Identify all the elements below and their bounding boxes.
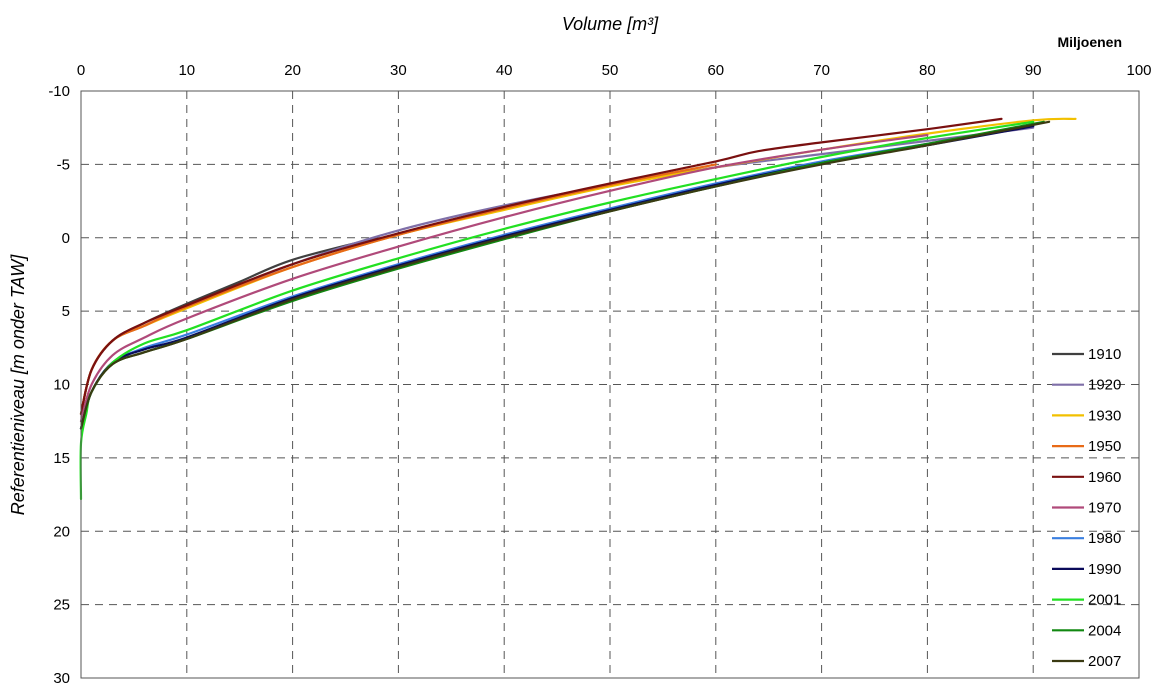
series-line-2004 [79, 120, 1045, 430]
y-tick-label: 15 [53, 450, 70, 467]
x-tick-label: 60 [707, 62, 724, 79]
legend-label: 1970 [1088, 500, 1121, 517]
series-line-1990 [79, 125, 1035, 430]
plot-frame [80, 90, 1140, 679]
legend-label: 1910 [1088, 346, 1121, 363]
series-line-1970 [79, 133, 929, 423]
x-tick-label: 30 [390, 62, 407, 79]
series-line-2007 [79, 120, 1051, 430]
x-tick-label: 80 [919, 62, 936, 79]
legend-label: 1990 [1088, 561, 1121, 578]
x-tick-label: 20 [284, 62, 301, 79]
grid [81, 91, 1139, 678]
legend: 1910 1920 1930 1950 1960 1970 1980 1990 2001 2004… [1052, 346, 1121, 670]
legend-label: 1930 [1088, 407, 1121, 424]
series-line-2001 [79, 120, 1035, 501]
y-tick-label: 25 [53, 597, 70, 614]
y-tick-label: -10 [48, 83, 70, 100]
x-tick-label: 10 [178, 62, 195, 79]
legend-label: 2004 [1088, 622, 1121, 639]
legend-label: 1920 [1088, 377, 1121, 394]
series-line-1930 [79, 117, 1077, 415]
legend-label: 2001 [1088, 592, 1121, 609]
y-tick-label: 5 [62, 303, 70, 320]
tick-labels: 0 10 20 30 40 50 60 70 80 90 100 -10 -5 0 5 10 15 20 25 30 [48, 62, 1151, 686]
series-line-1920 [79, 126, 1035, 415]
legend-label: 2007 [1088, 653, 1121, 670]
x-axis-unit-label: Miljoenen [1057, 34, 1122, 50]
series-line-1910 [79, 236, 379, 415]
x-tick-label: 0 [77, 62, 85, 79]
x-tick-label: 90 [1025, 62, 1042, 79]
x-tick-label: 70 [813, 62, 830, 79]
x-tick-label: 40 [496, 62, 513, 79]
legend-label: 1980 [1088, 530, 1121, 547]
y-tick-label: 0 [62, 230, 70, 247]
series-line-1980 [79, 125, 1035, 430]
x-tick-label: 100 [1126, 62, 1151, 79]
plot-series [79, 117, 1077, 501]
series-line-1960 [79, 117, 1003, 415]
x-axis-title: Volume [m³] [562, 14, 659, 34]
y-tick-label: 30 [53, 670, 70, 686]
x-tick-label: 50 [602, 62, 619, 79]
y-tick-label: 20 [53, 523, 70, 540]
legend-label: 1950 [1088, 438, 1121, 455]
y-axis-title: Referentieniveau [m onder TAW] [8, 254, 28, 515]
legend-label: 1960 [1088, 469, 1121, 486]
y-tick-label: -5 [57, 156, 70, 173]
y-tick-label: 10 [53, 377, 70, 394]
